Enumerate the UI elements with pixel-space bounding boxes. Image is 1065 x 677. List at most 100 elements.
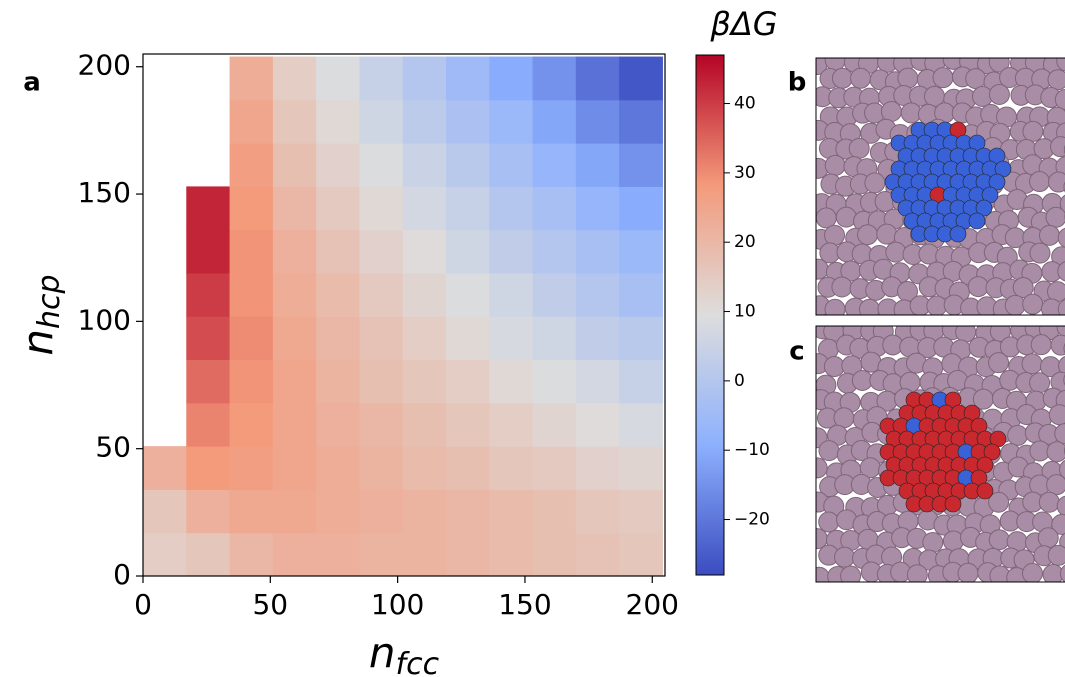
heat-cell [272,56,317,101]
atom [824,154,846,176]
heat-cell [532,489,577,534]
atom [1057,261,1065,282]
heat-cell [489,532,534,577]
heat-cell [272,272,317,317]
heat-cell [575,186,620,231]
snapshot-b [816,58,1065,315]
atom [848,137,870,159]
heat-cell [272,99,317,144]
heat-cell [316,229,360,274]
heat-cell [619,316,663,361]
atom [1054,89,1065,111]
x-tick-label: 200 [626,588,679,621]
heat-cell [575,56,620,101]
atom [1051,513,1065,535]
y-tick-label: 50 [95,431,131,464]
atom [824,224,846,246]
heat-cell [619,446,663,490]
heat-cell [229,489,274,534]
x-axis-label: nfcc [369,628,440,677]
heat-cell [272,143,317,187]
atom [1029,372,1051,394]
heat-cell [359,446,404,490]
heat-cell [272,229,317,274]
heat-cell [575,359,620,404]
heat-cell [359,532,404,577]
heat-cell [186,489,231,534]
heat-cell [575,143,620,187]
heat-cell [272,446,317,490]
atom [1022,293,1044,315]
atom [897,67,919,89]
heat-cell [489,489,534,534]
atom [1057,227,1065,248]
heat-cell [402,56,447,101]
heat-cell [446,402,490,447]
heat-cell [619,186,663,231]
x-axis-label-base: n [369,628,396,677]
heat-cell [359,316,404,361]
heat-cell [446,446,490,490]
heat-cell [229,402,274,447]
atom [1058,355,1065,376]
heat-cell [359,143,404,187]
heat-cell [575,489,620,534]
atom [1059,194,1065,213]
heat-cell [402,229,447,274]
atom [1056,58,1065,72]
heat-cell [229,446,274,490]
snapshot-c [816,326,1065,582]
atom [1046,474,1065,496]
atom [816,566,830,582]
atom [1021,353,1043,375]
heat-cell [619,56,663,101]
atom [942,530,964,552]
atom [818,511,840,533]
heat-cell [489,229,534,274]
heat-cell [532,56,577,101]
heat-cell [446,316,490,361]
heat-cell [359,489,404,534]
atom [824,298,846,315]
y-axis-label-sub: hcp [32,274,67,329]
heat-cell [229,56,274,101]
heat-cell [272,359,317,404]
atom [1056,326,1065,338]
y-axis-label-base: n [13,329,62,356]
heat-cell [489,446,534,490]
heat-cell [619,402,663,447]
panel-label: a [23,68,41,98]
heat-cell [446,489,490,534]
heat-cell [316,359,360,404]
atom [1057,299,1065,315]
heat-cell [575,272,620,317]
heat-cell [186,446,231,490]
heat-cell [402,532,447,577]
heat-cell [272,186,317,231]
heat-cell [272,316,317,361]
heat-cell [359,186,404,231]
atom [864,172,886,194]
heat-cell [316,402,360,447]
x-tick-label: 100 [371,588,424,621]
heat-cell [446,99,490,144]
atom [816,528,828,550]
x-tick-label: 50 [252,588,288,621]
heat-cell [532,446,577,490]
heat-cell [229,532,274,577]
atom [831,67,853,89]
heat-cell [143,446,187,490]
heat-cell [229,143,274,187]
heat-cell [532,272,577,317]
heat-cell [402,99,447,144]
colorbar-tick-label: 10 [734,302,756,322]
heat-cell [575,99,620,144]
x-axis-label-sub: fcc [396,647,440,677]
atom [988,352,1010,374]
atom-cluster [976,482,994,500]
heat-cell [489,402,534,447]
atom-cluster [949,225,967,243]
heat-cell [272,402,317,447]
heat-cell [186,402,231,447]
heat-cell [186,186,231,231]
